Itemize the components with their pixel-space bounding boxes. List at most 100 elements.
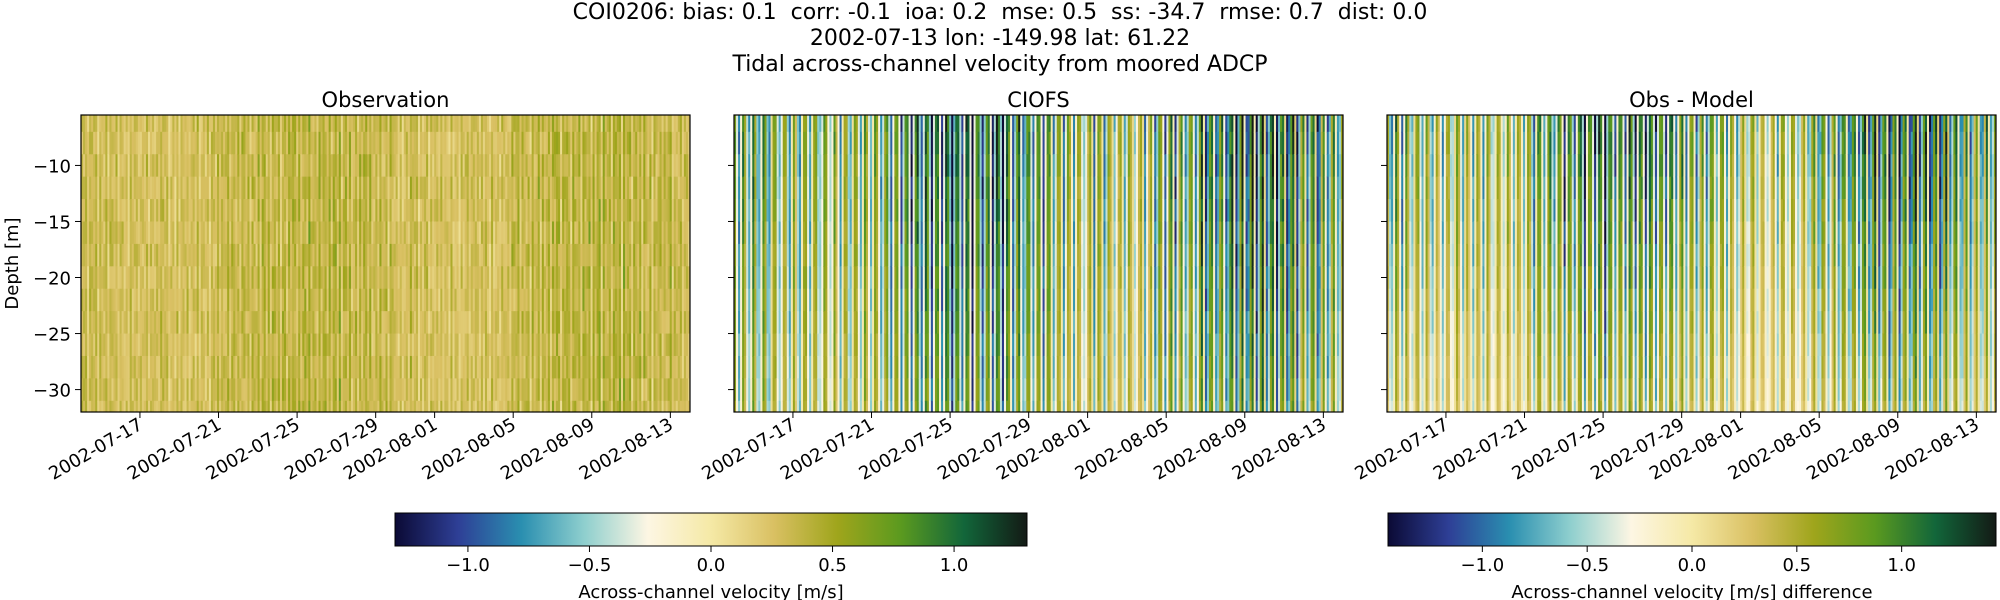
heatmap-cell bbox=[166, 115, 169, 133]
heatmap-cell bbox=[89, 243, 92, 267]
heatmap-cell bbox=[237, 378, 240, 402]
heatmap-cell bbox=[212, 115, 216, 133]
heatmap-cell bbox=[464, 154, 468, 178]
heatmap-cell bbox=[671, 288, 675, 312]
heatmap-cell bbox=[263, 243, 267, 267]
heatmap-cell bbox=[194, 333, 198, 357]
heatmap-cell bbox=[497, 355, 500, 379]
heatmap-cell bbox=[523, 311, 527, 335]
heatmap-cell bbox=[792, 221, 796, 245]
heatmap-cell bbox=[750, 311, 753, 335]
heatmap-cell bbox=[434, 378, 437, 402]
heatmap-cell bbox=[811, 243, 814, 267]
heatmap-cell bbox=[350, 355, 354, 379]
heatmap-cell bbox=[196, 154, 200, 178]
heatmap-cell bbox=[770, 355, 774, 379]
heatmap-cell bbox=[460, 221, 464, 245]
heatmap-cell bbox=[517, 400, 521, 412]
heatmap-cell bbox=[235, 288, 238, 312]
heatmap-cell bbox=[582, 131, 586, 155]
heatmap-cell bbox=[95, 221, 98, 245]
heatmap-cell bbox=[568, 154, 571, 178]
heatmap-cell bbox=[576, 378, 579, 402]
heatmap-cell bbox=[353, 243, 356, 267]
heatmap-cell bbox=[314, 266, 318, 290]
heatmap-cell bbox=[81, 154, 84, 178]
heatmap-cell bbox=[93, 131, 96, 155]
heatmap-cell bbox=[312, 221, 316, 245]
heatmap-cell bbox=[507, 243, 510, 267]
heatmap-cell bbox=[350, 199, 354, 223]
heatmap-cell bbox=[667, 176, 671, 200]
heatmap-cell bbox=[263, 131, 267, 155]
heatmap-cell bbox=[296, 115, 299, 133]
heatmap-cell bbox=[332, 288, 336, 312]
heatmap-cell bbox=[190, 355, 194, 379]
heatmap-cell bbox=[746, 288, 749, 312]
heatmap-cell bbox=[233, 266, 236, 290]
heatmap-cell bbox=[373, 115, 376, 133]
heatmap-cell bbox=[476, 333, 480, 357]
heatmap-cell bbox=[300, 378, 303, 402]
heatmap-cell bbox=[219, 400, 222, 412]
heatmap-cell bbox=[780, 288, 784, 312]
heatmap-cell bbox=[127, 288, 131, 312]
heatmap-cell bbox=[792, 199, 796, 223]
heatmap-cell bbox=[643, 400, 646, 412]
heatmap-cell bbox=[188, 221, 192, 245]
heatmap-cell bbox=[353, 131, 356, 155]
heatmap-cell bbox=[298, 199, 301, 223]
heatmap-cell bbox=[833, 131, 837, 155]
heatmap-cell bbox=[800, 199, 804, 223]
heatmap-cell bbox=[395, 311, 399, 335]
heatmap-cell bbox=[669, 199, 673, 223]
heatmap-cell bbox=[807, 400, 810, 412]
heatmap-cell bbox=[576, 115, 579, 133]
heatmap-cell bbox=[462, 243, 466, 267]
heatmap-cell bbox=[261, 333, 265, 357]
heatmap-cell bbox=[511, 400, 514, 412]
heatmap-cell bbox=[81, 176, 84, 200]
heatmap-cell bbox=[476, 311, 480, 335]
heatmap-cell bbox=[517, 131, 521, 155]
heatmap-cell bbox=[371, 355, 374, 379]
heatmap-cell bbox=[482, 131, 486, 155]
heatmap-cell bbox=[491, 131, 494, 155]
heatmap-cell bbox=[249, 243, 253, 267]
heatmap-cell bbox=[371, 221, 374, 245]
heatmap-cell bbox=[574, 378, 577, 402]
heatmap-cell bbox=[513, 154, 517, 178]
heatmap-cell bbox=[796, 115, 800, 133]
heatmap-cell bbox=[819, 378, 822, 402]
heatmap-cell bbox=[625, 311, 628, 335]
heatmap-cell bbox=[841, 266, 845, 290]
heatmap-cell bbox=[533, 221, 537, 245]
heatmap-cell bbox=[99, 355, 102, 379]
heatmap-cell bbox=[192, 243, 196, 267]
heatmap-cell bbox=[681, 131, 685, 155]
heatmap-cell bbox=[275, 288, 279, 312]
heatmap-cell bbox=[105, 333, 108, 357]
heatmap-cell bbox=[121, 131, 125, 155]
heatmap-cell bbox=[271, 243, 275, 267]
heatmap-cell bbox=[487, 288, 490, 312]
heatmap-cell bbox=[594, 355, 598, 379]
heatmap-cell bbox=[381, 288, 385, 312]
heatmap-cell bbox=[340, 333, 344, 357]
heatmap-cell bbox=[379, 355, 383, 379]
heatmap-cell bbox=[493, 266, 496, 290]
heatmap-cell bbox=[231, 355, 234, 379]
heatmap-cell bbox=[180, 333, 184, 357]
heatmap-cell bbox=[683, 199, 687, 223]
heatmap-cell bbox=[742, 199, 745, 223]
heatmap-cell bbox=[746, 221, 749, 245]
heatmap-cell bbox=[780, 378, 784, 402]
heatmap-cell bbox=[253, 115, 257, 133]
heatmap-cell bbox=[742, 400, 745, 412]
heatmap-cell bbox=[470, 400, 474, 412]
heatmap-cell bbox=[196, 221, 200, 245]
heatmap-cell bbox=[251, 288, 255, 312]
heatmap-cell bbox=[150, 154, 153, 178]
heatmap-cell bbox=[314, 311, 318, 335]
heatmap-cell bbox=[643, 131, 646, 155]
